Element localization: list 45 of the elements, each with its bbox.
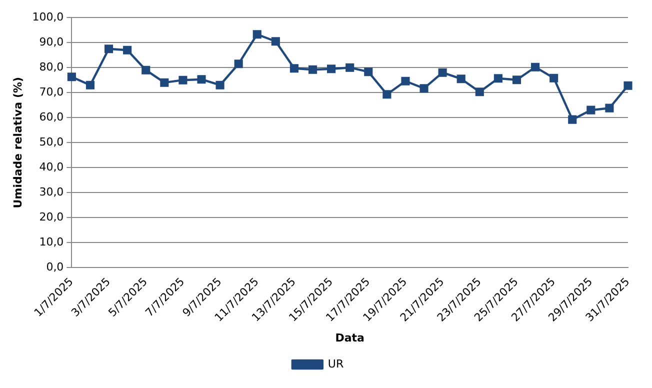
- point: [197, 75, 206, 84]
- y-tick-label: 100,0: [32, 10, 64, 24]
- point: [494, 74, 502, 83]
- y-tick-label: 20,0: [39, 210, 64, 224]
- point: [104, 44, 114, 54]
- point: [123, 46, 132, 54]
- y-tick-label: 60,0: [39, 110, 64, 124]
- point: [290, 64, 298, 73]
- point: [624, 81, 632, 90]
- point: [142, 66, 150, 74]
- point: [512, 76, 522, 84]
- point: [327, 64, 336, 74]
- point: [420, 84, 428, 93]
- point: [605, 104, 614, 112]
- y-axis-title: Umidade relativa (%): [11, 76, 24, 208]
- point: [252, 30, 262, 39]
- point: [401, 76, 410, 86]
- point: [308, 65, 318, 74]
- y-tick-label: 30,0: [39, 185, 64, 198]
- point: [531, 62, 540, 72]
- point: [568, 115, 577, 124]
- point: [86, 80, 95, 90]
- y-tick-label: 70,0: [39, 85, 64, 98]
- x-axis-title: Data: [335, 331, 364, 344]
- point: [234, 60, 243, 68]
- y-tick-label: 10,0: [39, 235, 64, 248]
- y-tick-label: 40,0: [39, 160, 64, 174]
- legend-label: UR: [328, 357, 344, 370]
- point: [364, 68, 373, 76]
- point: [178, 76, 188, 84]
- point: [382, 90, 392, 99]
- y-tick-label: 80,0: [39, 60, 64, 74]
- y-tick-label: 90,0: [39, 35, 64, 48]
- point: [216, 80, 224, 90]
- point: [346, 63, 354, 72]
- point: [67, 72, 76, 82]
- point: [550, 74, 558, 82]
- point: [456, 74, 466, 84]
- y-tick-label: 50,0: [39, 135, 64, 148]
- y-tick-label: 0,0: [46, 260, 64, 274]
- point: [475, 88, 484, 96]
- point: [438, 68, 447, 77]
- point: [271, 37, 280, 46]
- point: [160, 78, 169, 87]
- point: [586, 106, 596, 114]
